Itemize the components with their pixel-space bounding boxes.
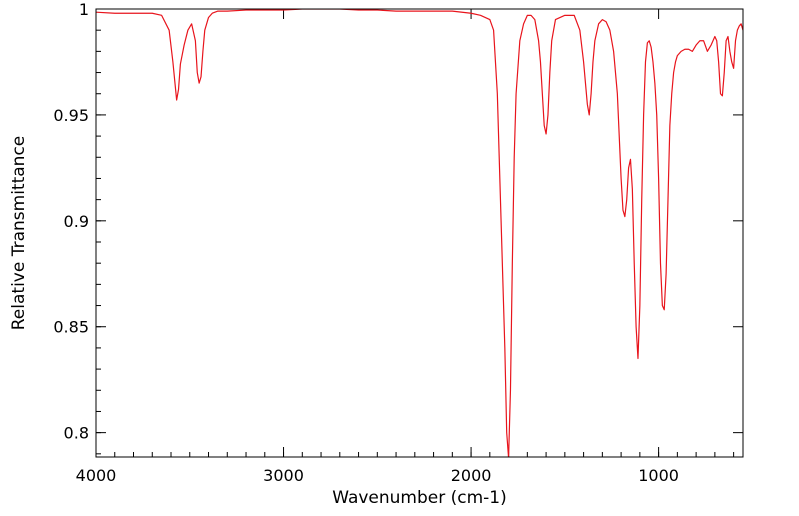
x-tick-label: 3000: [263, 466, 304, 485]
series-line-spectrum: [96, 9, 743, 457]
x-tick-label: 1000: [638, 466, 679, 485]
x-tick-label: 2000: [451, 466, 492, 485]
y-tick-label: 0.8: [64, 424, 89, 443]
series-layer: [96, 9, 743, 457]
x-axis-title: Wavenumber (cm-1): [332, 488, 507, 508]
y-axis-title: Relative Transmittance: [9, 136, 29, 331]
y-tick-label: 1: [79, 0, 89, 19]
y-tick-label: 0.9: [64, 212, 89, 231]
tick-labels: 4000 3000 2000 1000 0.8 0.85 0.9 0.95 1: [53, 0, 679, 485]
plot-frame: [95, 8, 744, 458]
y-tick-label: 0.85: [53, 318, 89, 337]
x-tick-label: 4000: [76, 466, 117, 485]
y-tick-label: 0.95: [53, 106, 89, 125]
